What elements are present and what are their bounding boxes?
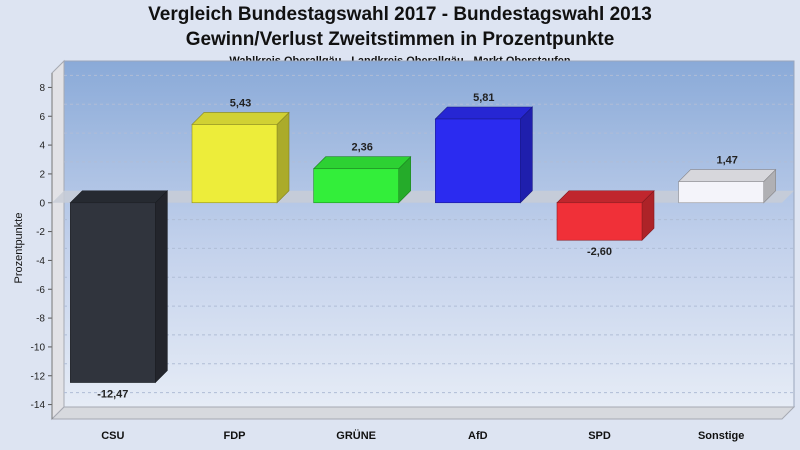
value-label: 2,36 (351, 142, 372, 154)
x-axis: CSU FDP GRÜNE AfD SPD Sonstige (101, 429, 744, 442)
y-axis: -14 -12 -10 -8 -6 -4 -2 0 2 4 6 8 (31, 73, 53, 419)
bar-top (191, 112, 290, 125)
bar-top (677, 169, 777, 182)
bar-side (276, 111, 290, 204)
bar-top (556, 190, 655, 204)
value-labels: -12,47 5,43 2,36 5,81 -2,60 1,47 (97, 92, 738, 401)
y-tick-label: 2 (39, 169, 45, 180)
bar-grüne (312, 156, 412, 204)
bar-front (313, 168, 399, 204)
back-wall (63, 60, 795, 408)
bar-front (678, 181, 764, 204)
bar-sonstige (677, 168, 777, 204)
bar-side (520, 106, 533, 204)
side-wall (51, 59, 65, 421)
y-tick-label: 4 (39, 141, 45, 152)
bar-front (435, 118, 521, 204)
bar-top (434, 106, 534, 120)
x-tick-label: CSU (101, 430, 124, 442)
y-tick-label: 8 (39, 83, 45, 94)
y-tick-label: 0 (39, 198, 45, 209)
y-axis-label: Prozentpunkte (13, 213, 25, 284)
y-tick-label: -10 (31, 342, 46, 353)
bar-front (191, 124, 278, 204)
bar-afd (434, 106, 534, 204)
y-tick-label: -4 (36, 256, 45, 267)
y-tick-label: -8 (36, 314, 45, 325)
bar-front (70, 202, 156, 383)
value-label: -2,60 (587, 246, 612, 258)
chart-title: Vergleich Bundestagswahl 2017 - Bundesta… (148, 4, 652, 25)
y-tick-label: -2 (36, 227, 45, 238)
bar-front (556, 202, 643, 241)
value-label: -12,47 (97, 389, 128, 401)
value-label: 5,81 (473, 92, 494, 104)
bars (69, 106, 777, 384)
x-tick-label: Sonstige (698, 430, 744, 442)
bar-top (312, 156, 412, 170)
x-tick-label: GRÜNE (336, 429, 376, 442)
y-tick-label: 6 (39, 112, 45, 123)
bar-fdp (191, 111, 290, 204)
value-label: 5,43 (230, 97, 251, 109)
bar-top (69, 190, 169, 204)
bar-side (155, 190, 168, 384)
bar-spd (556, 190, 655, 241)
x-tick-label: AfD (468, 430, 488, 442)
bar-csu (69, 190, 169, 384)
y-tick-label: -6 (36, 285, 45, 296)
y-tick-label: -14 (31, 400, 46, 411)
chart-subtitle: Gewinn/Verlust Zweitstimmen in Prozentpu… (185, 29, 615, 50)
floor (50, 406, 796, 420)
x-tick-label: SPD (588, 430, 611, 442)
x-tick-label: FDP (224, 430, 246, 442)
value-label: 1,47 (716, 155, 737, 167)
y-tick-label: -12 (31, 371, 46, 382)
